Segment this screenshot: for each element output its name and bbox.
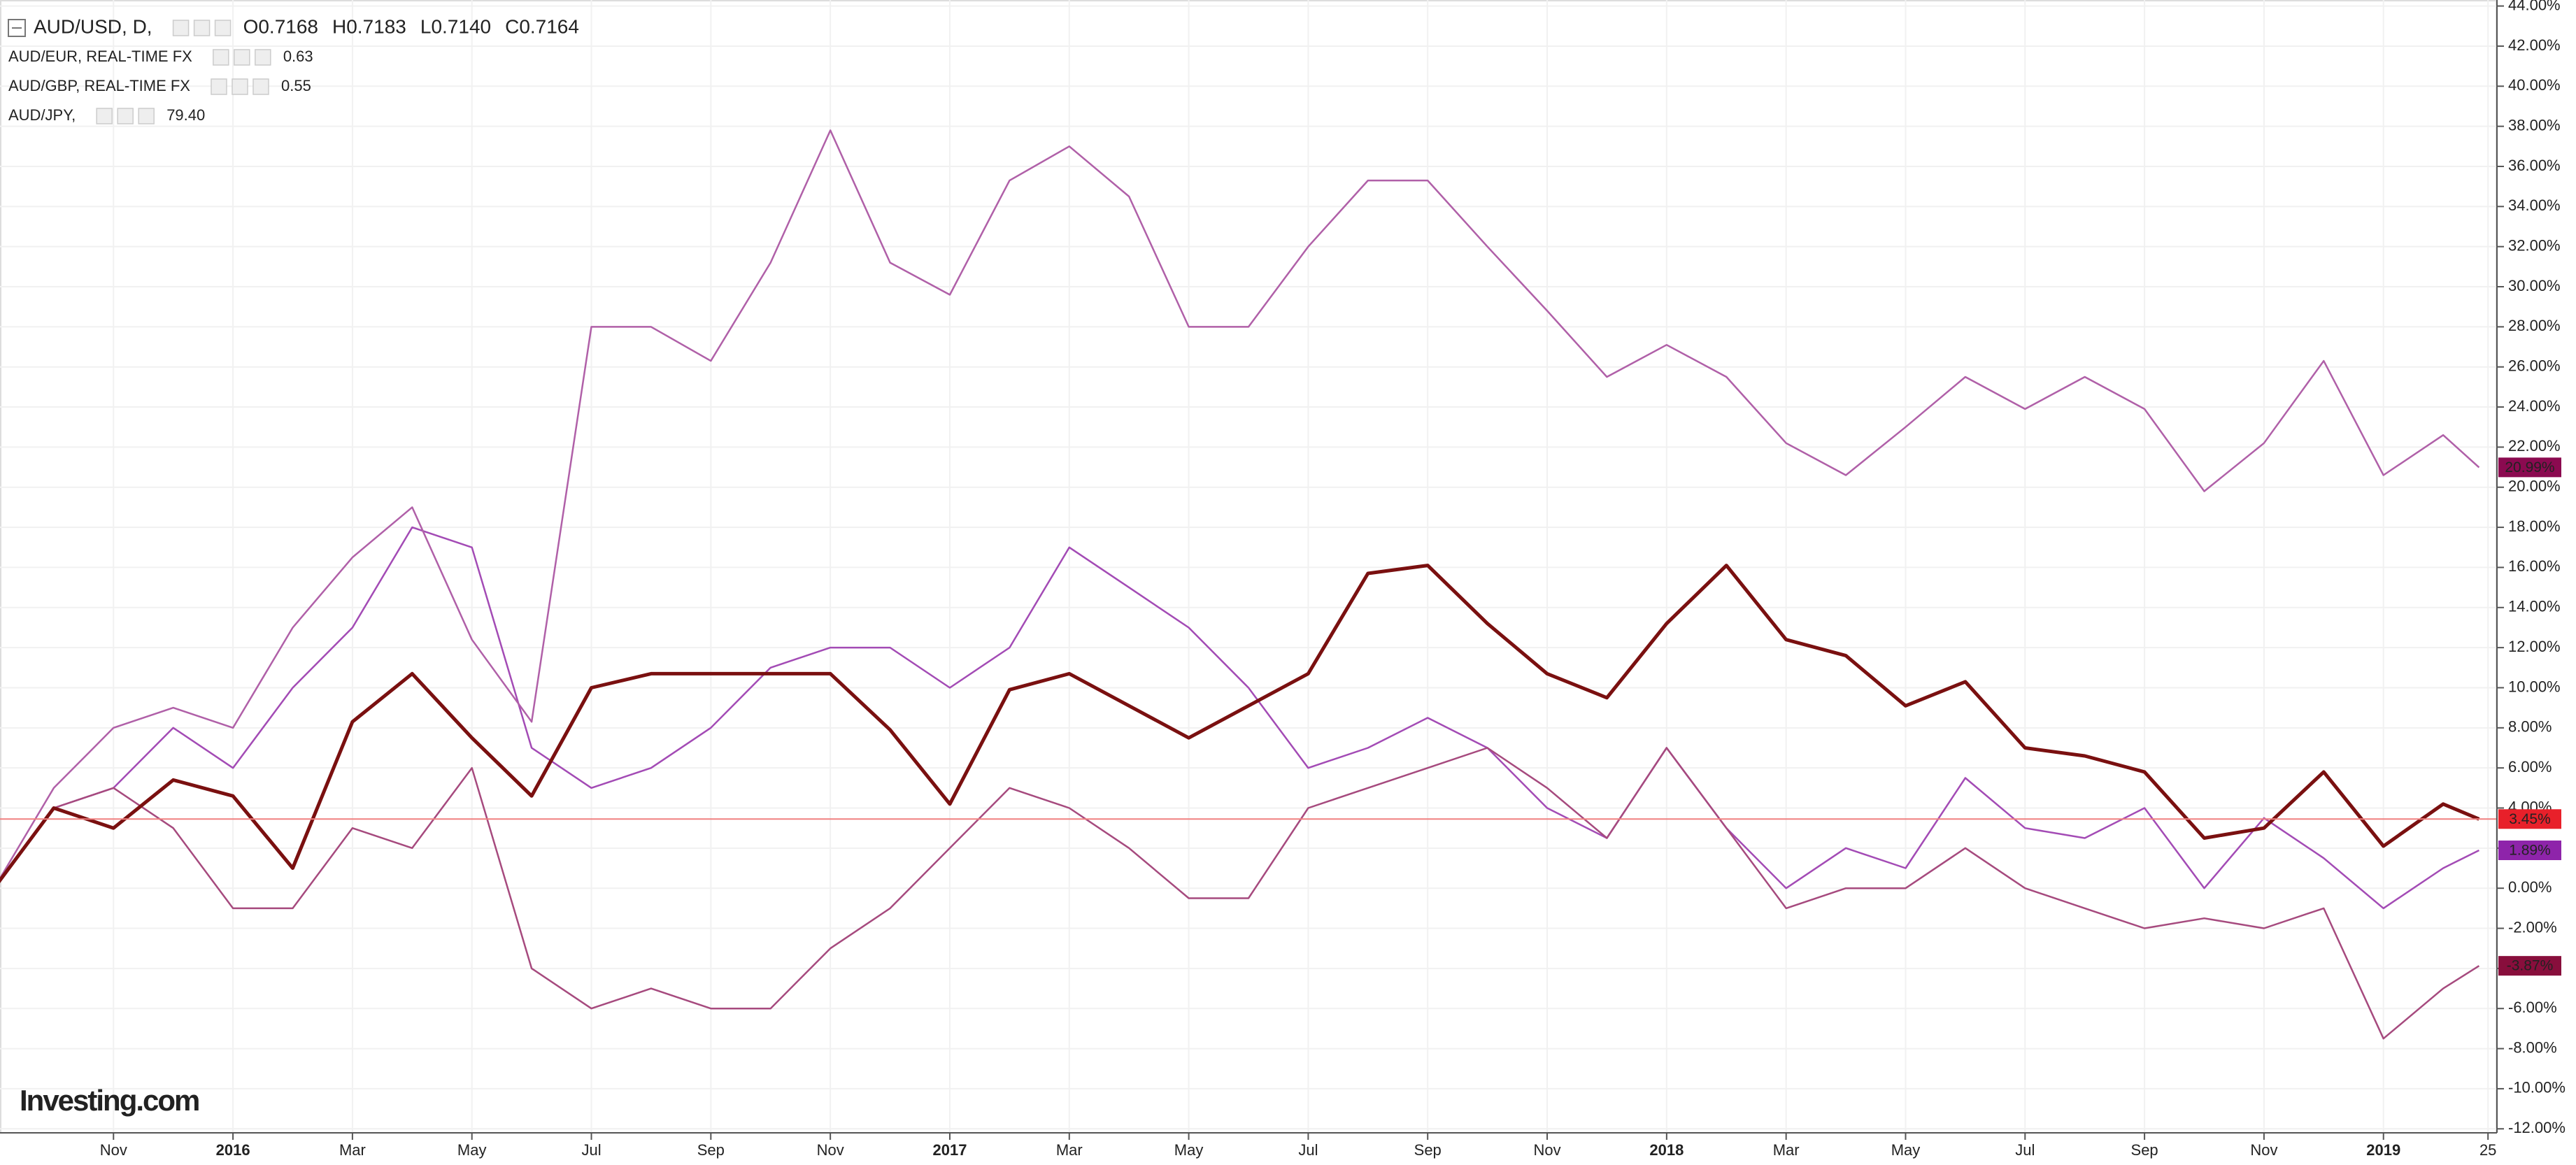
- x-tick-label: Mar: [339, 1141, 366, 1159]
- x-tick-label: Jul: [581, 1141, 601, 1159]
- y-tick-label: 34.00%: [2508, 196, 2561, 214]
- legend-icon[interactable]: [255, 49, 271, 66]
- grid: [0, 0, 2497, 1133]
- x-tick-label: Mar: [1056, 1141, 1083, 1159]
- legend-icon[interactable]: [252, 78, 269, 95]
- y-tick-label: 28.00%: [2508, 317, 2561, 334]
- y-tick-label: 26.00%: [2508, 357, 2561, 375]
- x-tick-label: 2019: [2366, 1141, 2400, 1159]
- y-tick-label: -2.00%: [2508, 918, 2557, 936]
- y-tick-label: 8.00%: [2508, 718, 2552, 736]
- x-tick-label: Nov: [100, 1141, 127, 1159]
- last-value-box: [2498, 809, 2561, 829]
- legend-name: AUD/EUR, REAL-TIME FX: [8, 48, 192, 65]
- legend: AUD/USD, D, O0.7168 H0.7183 L0.7140 C0.7164 A…: [8, 15, 579, 124]
- x-tick-label: 25: [2479, 1141, 2496, 1159]
- last-value-label: 20.99%: [2505, 459, 2554, 476]
- legend-quote: 0.55: [281, 77, 311, 94]
- x-tick-label: 2017: [932, 1141, 967, 1159]
- legend-icon[interactable]: [138, 108, 155, 124]
- y-tick-label: 18.00%: [2508, 517, 2561, 535]
- legend-icon[interactable]: [214, 20, 232, 36]
- y-tick-label: 24.00%: [2508, 397, 2561, 415]
- legend-icon[interactable]: [172, 20, 190, 36]
- y-tick-label: 44.00%: [2508, 0, 2561, 13]
- legend-quote: 79.40: [166, 106, 205, 124]
- legend-name: AUD/GBP, REAL-TIME FX: [8, 77, 190, 94]
- x-tick-label: Nov: [817, 1141, 844, 1159]
- y-tick-label: -6.00%: [2508, 999, 2557, 1016]
- last-value-box: [2498, 956, 2561, 976]
- y-tick-label: 42.00%: [2508, 36, 2561, 54]
- legend-quote: C0.7164: [505, 15, 579, 37]
- last-value-box: [2498, 841, 2561, 861]
- y-tick-label: 30.00%: [2508, 277, 2561, 294]
- y-tick-label: 14.00%: [2508, 598, 2561, 615]
- series-line: [0, 129, 2480, 880]
- y-tick-label: 16.00%: [2508, 557, 2561, 575]
- y-tick-label: -10.00%: [2508, 1079, 2566, 1096]
- y-tick-label: 32.00%: [2508, 236, 2561, 254]
- legend-icon[interactable]: [193, 20, 211, 36]
- last-value-label: 1.89%: [2509, 843, 2551, 859]
- legend-name: AUD/USD, D,: [34, 15, 152, 37]
- legend-icon[interactable]: [211, 78, 227, 95]
- x-tick-label: May: [1174, 1141, 1204, 1159]
- legend-quote: L0.7140: [420, 15, 491, 37]
- y-tick-label: -12.00%: [2508, 1119, 2566, 1136]
- y-tick-label: -8.00%: [2508, 1038, 2557, 1056]
- x-tick-label: 2018: [1649, 1141, 1684, 1159]
- legend-quote: 0.63: [283, 48, 313, 65]
- series-line: [0, 564, 2480, 883]
- y-tick-label: 40.00%: [2508, 76, 2561, 94]
- y-tick-label: 22.00%: [2508, 437, 2561, 455]
- legend-quote: H0.7183: [332, 15, 406, 37]
- x-tick-label: Jul: [1298, 1141, 1318, 1159]
- x-tick-label: Sep: [1414, 1141, 1442, 1159]
- series-lines: [0, 129, 2497, 1040]
- legend-icon[interactable]: [117, 108, 134, 124]
- x-tick-label: May: [457, 1141, 487, 1159]
- series-line: [0, 526, 2479, 910]
- x-tick-label: Mar: [1773, 1141, 1800, 1159]
- y-tick-label: 38.00%: [2508, 116, 2561, 134]
- legend-icon[interactable]: [213, 49, 229, 66]
- y-tick-label: 12.00%: [2508, 638, 2561, 655]
- legend-icon[interactable]: [96, 108, 113, 124]
- x-tick-label: Nov: [2250, 1141, 2277, 1159]
- legend-icon[interactable]: [234, 49, 250, 66]
- y-tick-label: 36.00%: [2508, 157, 2561, 174]
- last-value-label: 3.45%: [2509, 811, 2551, 827]
- y-tick-label: 0.00%: [2508, 878, 2552, 896]
- legend-quote: O0.7168: [243, 15, 318, 37]
- x-tick-label: Sep: [697, 1141, 725, 1159]
- legend-icon[interactable]: [232, 78, 248, 95]
- y-tick-label: 20.00%: [2508, 478, 2561, 495]
- y-tick-label: 10.00%: [2508, 678, 2561, 695]
- last-value-box: [2498, 457, 2561, 478]
- x-tick-label: Jul: [2015, 1141, 2035, 1159]
- y-tick-label: 6.00%: [2508, 758, 2552, 776]
- series-line: [0, 747, 2480, 1040]
- x-tick-label: Sep: [2131, 1141, 2158, 1159]
- x-tick-label: May: [1891, 1141, 1921, 1159]
- last-value-label: -3.87%: [2507, 958, 2554, 974]
- x-tick-label: Nov: [1533, 1141, 1560, 1159]
- legend-name: AUD/JPY,: [8, 106, 76, 124]
- x-tick-label: 2016: [216, 1141, 250, 1159]
- watermark: Investing.com: [20, 1084, 199, 1117]
